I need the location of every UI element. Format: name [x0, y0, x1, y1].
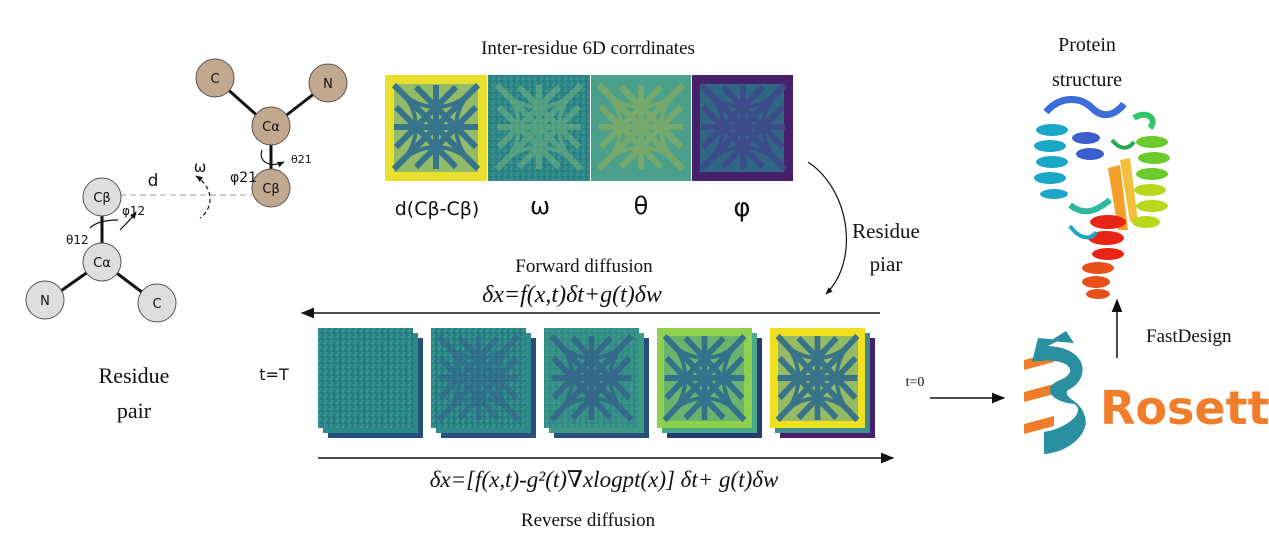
- noise-stack-1: [318, 328, 423, 438]
- phi21-label: φ21: [230, 170, 257, 186]
- omega-arc: [195, 175, 211, 219]
- reverse-diffusion-label: Reverse diffusion: [521, 510, 656, 531]
- protein-title-line1: Protein: [1058, 34, 1116, 56]
- protein-title-line2: structure: [1052, 69, 1122, 91]
- rosetta-wordmark: Rosetta: [1100, 381, 1269, 435]
- map-phi: [692, 75, 793, 181]
- diffusion-panel: Forward diffusion δx=f(x,t)δt+g(t)δw t=T: [259, 256, 1006, 531]
- map-label-phi: φ: [733, 193, 750, 223]
- atom-label-cbeta-upper: Cβ: [262, 182, 279, 197]
- theta12-label: θ12: [66, 233, 89, 247]
- distance-label: d: [148, 171, 159, 191]
- map-distance: [385, 75, 487, 181]
- map-label-theta: θ: [634, 192, 649, 220]
- omega-label: ω: [194, 158, 207, 176]
- theta21-arc: [260, 149, 285, 168]
- protein-structure-image: [1034, 96, 1170, 299]
- noise-stack-3: [544, 328, 649, 438]
- t-T-label: t=T: [259, 365, 289, 384]
- residue-piar-line2: piar: [870, 252, 903, 276]
- reverse-equation: δx=[f(x,t)-g²(t)∇xlogpt(x)] δt+ g(t)δw: [430, 467, 779, 492]
- output-panel: Protein structure: [1024, 34, 1269, 454]
- map-omega: [488, 75, 590, 181]
- residue-pair-geometry: C N Cα Cβ Cβ Cα N C d ω φ21 φ12 θ12 θ21 …: [25, 58, 348, 423]
- map-theta: [591, 75, 691, 181]
- atom-label-n-upper: N: [323, 77, 333, 92]
- atom-label-n-lower: N: [40, 294, 50, 309]
- residue-piar-arrow: [807, 161, 848, 295]
- residue-pair-caption-line1: Residue: [99, 363, 170, 388]
- atom-c-lower: [137, 283, 177, 323]
- noise-stack-4: [657, 328, 762, 438]
- residue-pair-caption-line2: pair: [117, 398, 152, 423]
- atom-n-upper: [308, 63, 348, 103]
- forward-equation: δx=f(x,t)δt+g(t)δw: [482, 282, 662, 308]
- map-label-omega: ω: [530, 192, 550, 220]
- forward-diffusion-label: Forward diffusion: [515, 256, 653, 277]
- atom-label-c-lower: C: [152, 297, 161, 312]
- atom-label-calpha-lower: Cα: [93, 256, 111, 271]
- noise-stack-5: [770, 328, 875, 438]
- residue-piar-line1: Residue: [852, 219, 920, 243]
- atom-cbeta-upper: [251, 168, 291, 208]
- fastdesign-label: FastDesign: [1146, 326, 1232, 347]
- phi12-arc: [119, 211, 137, 231]
- map-label-distance: d(Cβ-Cβ): [395, 198, 480, 220]
- t-0-label: t=0: [906, 375, 925, 390]
- atom-cbeta-lower: [82, 177, 122, 217]
- coordinates-panel: Inter-residue 6D corrdinates d(Cβ-Cβ) ω …: [385, 38, 920, 295]
- coords-title: Inter-residue 6D corrdinates: [481, 38, 695, 59]
- atom-c-upper: [195, 58, 235, 98]
- theta12-arc: [89, 219, 119, 229]
- atom-label-cbeta-lower: Cβ: [93, 191, 110, 206]
- noise-stack-2: [431, 328, 536, 438]
- atom-label-calpha-upper: Cα: [262, 120, 280, 135]
- atom-n-lower: [25, 280, 65, 320]
- atom-label-c-upper: C: [210, 72, 219, 87]
- atom-calpha-lower: [82, 242, 122, 282]
- theta21-label: θ21: [291, 153, 312, 166]
- rosetta-logo: Rosetta: [1024, 331, 1269, 454]
- phi12-label: φ12: [122, 204, 145, 218]
- atom-calpha-upper: [251, 106, 291, 146]
